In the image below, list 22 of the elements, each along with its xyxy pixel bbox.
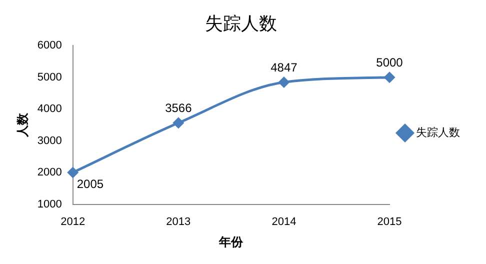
y-tick-label: 2000 (37, 166, 62, 179)
point (173, 118, 184, 128)
y-tick-label: 5000 (37, 71, 62, 84)
x-tick-label: 2013 (166, 216, 191, 228)
y-tick-label: 3000 (37, 134, 62, 147)
chart-title: 失踪人数 (205, 13, 277, 34)
point (68, 167, 78, 178)
x-tick-label: 2014 (272, 216, 296, 228)
x-axis-title: 年份 (218, 234, 244, 249)
y-axis-title: 人数 (15, 112, 30, 138)
point (278, 76, 290, 88)
data-label: 3566 (165, 101, 192, 116)
x-tick-label: 2015 (377, 216, 402, 228)
data-label: 5000 (376, 56, 404, 70)
legend-label: 失踪人数 (416, 126, 460, 139)
point (384, 72, 395, 83)
y-tick-label: 4000 (37, 103, 62, 116)
y-tick-label: 1000 (37, 198, 62, 210)
x-tick-label: 2012 (60, 216, 86, 228)
data-label: 4847 (270, 60, 298, 75)
data-label: 2005 (76, 176, 104, 191)
y-tick-label: 6000 (37, 40, 62, 52)
